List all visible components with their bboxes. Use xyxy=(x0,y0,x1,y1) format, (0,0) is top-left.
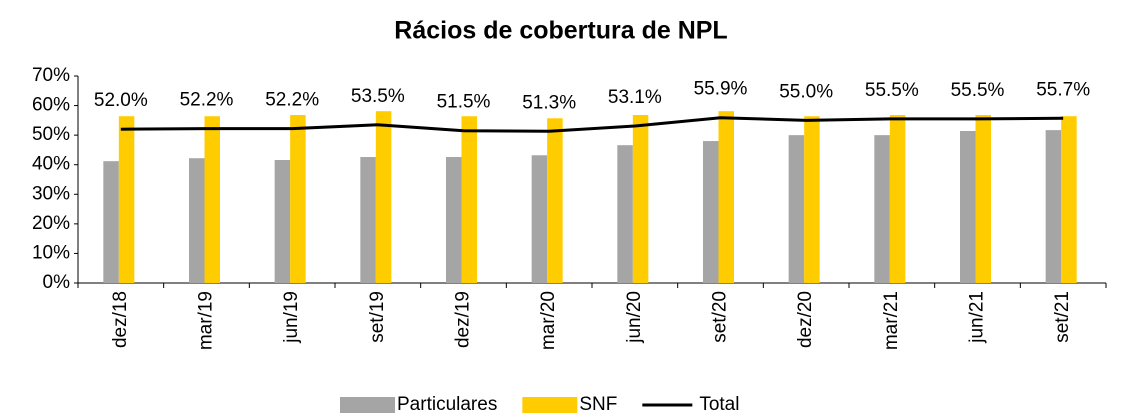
x-tick-label: dez/19 xyxy=(453,291,474,348)
bar xyxy=(204,116,220,284)
bar xyxy=(617,145,633,283)
x-tick-label: set/20 xyxy=(710,291,731,343)
x-tick-label: dez/18 xyxy=(110,291,131,348)
y-tick-label: 70% xyxy=(32,65,70,86)
x-tick-label: dez/20 xyxy=(795,291,816,348)
legend-swatch xyxy=(340,397,395,413)
data-label: 51.5% xyxy=(437,92,491,113)
bar xyxy=(274,159,291,283)
x-tick-label: set/21 xyxy=(1052,291,1073,343)
bar xyxy=(874,135,890,283)
legend-label: Total xyxy=(699,394,739,415)
bar xyxy=(788,135,805,283)
bar xyxy=(103,161,119,283)
bar xyxy=(1045,130,1062,283)
y-tick-label: 60% xyxy=(32,95,70,116)
bar xyxy=(960,131,976,283)
y-tick-label: 20% xyxy=(32,213,70,234)
bar xyxy=(461,116,477,284)
data-label: 55.0% xyxy=(779,81,833,102)
data-label: 52.2% xyxy=(180,90,234,111)
y-tick-label: 30% xyxy=(32,183,70,204)
x-tick-label: jun/19 xyxy=(281,291,302,344)
data-label: 52.0% xyxy=(94,90,148,111)
bar xyxy=(889,115,906,283)
x-tick-label: mar/20 xyxy=(538,291,559,350)
bar xyxy=(703,141,719,283)
bar xyxy=(375,111,392,283)
x-tick-label: jun/21 xyxy=(967,291,988,344)
line xyxy=(120,116,1064,133)
y-tick-label: 40% xyxy=(32,154,70,175)
data-label: 55.9% xyxy=(694,79,748,100)
bar xyxy=(531,155,548,283)
bar xyxy=(975,115,991,283)
x-tick-label: mar/21 xyxy=(881,291,902,350)
y-tick-label: 50% xyxy=(32,124,70,145)
legend-label: Particulares xyxy=(397,394,497,415)
x-tick-label: jun/20 xyxy=(624,291,645,344)
data-label: 53.1% xyxy=(608,87,662,108)
y-tick-label: 0% xyxy=(43,272,71,293)
data-label: 55.5% xyxy=(951,80,1005,101)
bar xyxy=(718,111,734,283)
bar xyxy=(446,157,462,283)
bar xyxy=(1061,116,1077,284)
data-label: 53.5% xyxy=(351,86,405,107)
bar xyxy=(118,116,135,284)
bar xyxy=(804,116,820,284)
data-label: 55.7% xyxy=(1036,79,1090,100)
x-tick-label: set/19 xyxy=(367,291,388,343)
bar xyxy=(360,157,376,283)
data-label: 52.2% xyxy=(265,90,319,111)
bar xyxy=(632,115,649,283)
y-tick-label: 10% xyxy=(32,242,70,263)
legend-label: SNF xyxy=(579,394,617,415)
chart-title: Rácios de cobertura de NPL xyxy=(394,17,727,45)
bar xyxy=(290,115,306,283)
legend-swatch xyxy=(522,397,578,413)
bar xyxy=(189,158,205,283)
data-label: 51.3% xyxy=(522,92,576,113)
x-tick-label: mar/19 xyxy=(196,291,217,350)
bar xyxy=(547,118,563,283)
data-label: 55.5% xyxy=(865,80,919,101)
